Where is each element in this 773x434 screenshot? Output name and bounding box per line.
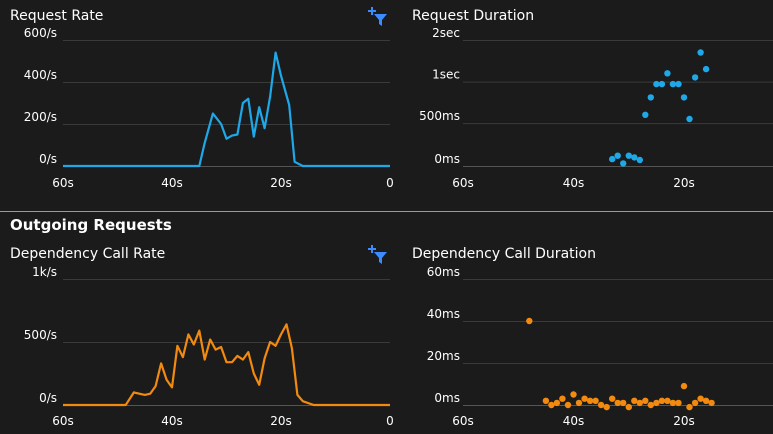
x-tick-label: 0 bbox=[386, 176, 394, 190]
x-tick-label: 60s bbox=[452, 414, 474, 428]
y-tick-label: 1k/s bbox=[32, 265, 57, 279]
scatter-point bbox=[653, 399, 660, 407]
scatter-point bbox=[647, 94, 654, 101]
scatter-point bbox=[697, 49, 704, 56]
y-tick-label: 500/s bbox=[24, 328, 57, 342]
scatter-point bbox=[559, 395, 566, 402]
scatter-point bbox=[702, 397, 710, 404]
x-tick-label: 60s bbox=[52, 414, 74, 428]
scatter-point bbox=[564, 401, 572, 409]
y-tick-label: 2sec bbox=[432, 26, 460, 40]
y-tick-label: 0/s bbox=[39, 152, 57, 166]
x-tick-label: 60s bbox=[52, 176, 74, 190]
x-tick-label: 20s bbox=[673, 414, 695, 428]
scatter-point bbox=[609, 155, 616, 163]
filter-add-icon bbox=[368, 245, 387, 264]
y-tick-label: 0/s bbox=[39, 391, 57, 405]
scatter-point bbox=[570, 391, 577, 398]
add-filter-button-dependencies[interactable] bbox=[367, 244, 389, 266]
y-tick-label: 20ms bbox=[427, 349, 460, 363]
x-tick-label: 40s bbox=[161, 414, 183, 428]
scatter-point bbox=[669, 399, 677, 407]
request-rate-title: Request Rate bbox=[10, 8, 104, 24]
scatter-point bbox=[614, 399, 621, 407]
request-duration-chart: 2sec 1sec 500ms 0ms 60s 40s 20s bbox=[419, 26, 773, 190]
dependency-call-duration-title: Dependency Call Duration bbox=[412, 246, 596, 262]
scatter-point bbox=[664, 70, 671, 77]
scatter-point bbox=[581, 395, 588, 402]
x-tick-label: 60s bbox=[452, 176, 474, 190]
y-tick-label: 60ms bbox=[427, 265, 460, 279]
series-line bbox=[63, 51, 390, 168]
x-tick-label: 40s bbox=[161, 176, 183, 190]
scatter-point bbox=[669, 80, 677, 88]
y-tick-label: 200/s bbox=[24, 110, 57, 124]
series-line bbox=[63, 323, 390, 407]
scatter-point bbox=[691, 74, 699, 81]
scatter-point bbox=[675, 399, 682, 407]
y-tick-label: 40ms bbox=[427, 307, 460, 321]
y-tick-label: 500ms bbox=[419, 109, 460, 123]
scatter-point bbox=[614, 152, 621, 159]
scatter-point bbox=[653, 80, 660, 88]
dependency-call-rate-title: Dependency Call Rate bbox=[10, 246, 166, 262]
scatter-point bbox=[680, 94, 688, 101]
x-tick-label: 20s bbox=[270, 414, 292, 428]
dependency-call-duration-chart: 60ms 40ms 20ms 0ms 60s 40s 20s bbox=[427, 265, 773, 428]
dependency-call-rate-chart: 1k/s 500/s 0/s 60s 40s 20s 0 bbox=[24, 265, 394, 428]
scatter-point bbox=[620, 399, 627, 407]
scatter-point bbox=[636, 156, 643, 164]
scatter-point bbox=[553, 399, 561, 407]
scatter-point bbox=[631, 154, 638, 161]
scatter-point bbox=[642, 397, 649, 404]
scatter-point bbox=[664, 397, 671, 404]
scatter-point bbox=[680, 382, 688, 390]
scatter-point bbox=[542, 397, 550, 404]
scatter-point bbox=[597, 401, 605, 409]
scatter-point bbox=[642, 111, 649, 119]
scatter-point bbox=[548, 401, 555, 409]
scatter-point bbox=[686, 403, 693, 411]
y-tick-label: 0ms bbox=[434, 391, 460, 405]
scatter-point bbox=[625, 403, 632, 411]
scatter-point bbox=[686, 115, 693, 123]
scatter-point bbox=[697, 395, 704, 402]
scatter-point bbox=[603, 403, 610, 411]
scatter-point bbox=[592, 397, 599, 404]
y-tick-label: 400/s bbox=[24, 68, 57, 82]
scatter-point bbox=[658, 80, 666, 88]
request-duration-title: Request Duration bbox=[412, 8, 535, 24]
filter-add-icon bbox=[368, 7, 387, 26]
scatter-point bbox=[620, 160, 627, 167]
scatter-point bbox=[647, 401, 654, 409]
scatter-point bbox=[708, 399, 715, 407]
x-tick-label: 40s bbox=[563, 176, 585, 190]
scatter-point bbox=[636, 399, 643, 407]
request-rate-chart: 600/s 400/s 200/s 0/s 60s 40s 20s 0 bbox=[24, 26, 394, 190]
scatter-point bbox=[631, 397, 638, 404]
add-filter-button-requests[interactable] bbox=[367, 6, 389, 28]
y-tick-label: 600/s bbox=[24, 26, 57, 40]
scatter-point bbox=[675, 80, 682, 88]
scatter-point bbox=[691, 399, 699, 407]
scatter-point bbox=[526, 317, 533, 325]
x-tick-label: 20s bbox=[270, 176, 292, 190]
outgoing-requests-title: Outgoing Requests bbox=[10, 216, 172, 234]
x-tick-label: 20s bbox=[673, 176, 695, 190]
scatter-point bbox=[625, 152, 632, 159]
scatter-point bbox=[702, 65, 710, 73]
scatter-point bbox=[609, 395, 616, 402]
scatter-point bbox=[658, 397, 666, 404]
scatter-point bbox=[586, 397, 594, 404]
y-tick-label: 0ms bbox=[434, 152, 460, 166]
y-tick-label: 1sec bbox=[432, 68, 460, 82]
section-divider bbox=[0, 211, 773, 212]
x-tick-label: 0 bbox=[386, 414, 394, 428]
scatter-point bbox=[575, 399, 583, 407]
x-tick-label: 40s bbox=[563, 414, 585, 428]
